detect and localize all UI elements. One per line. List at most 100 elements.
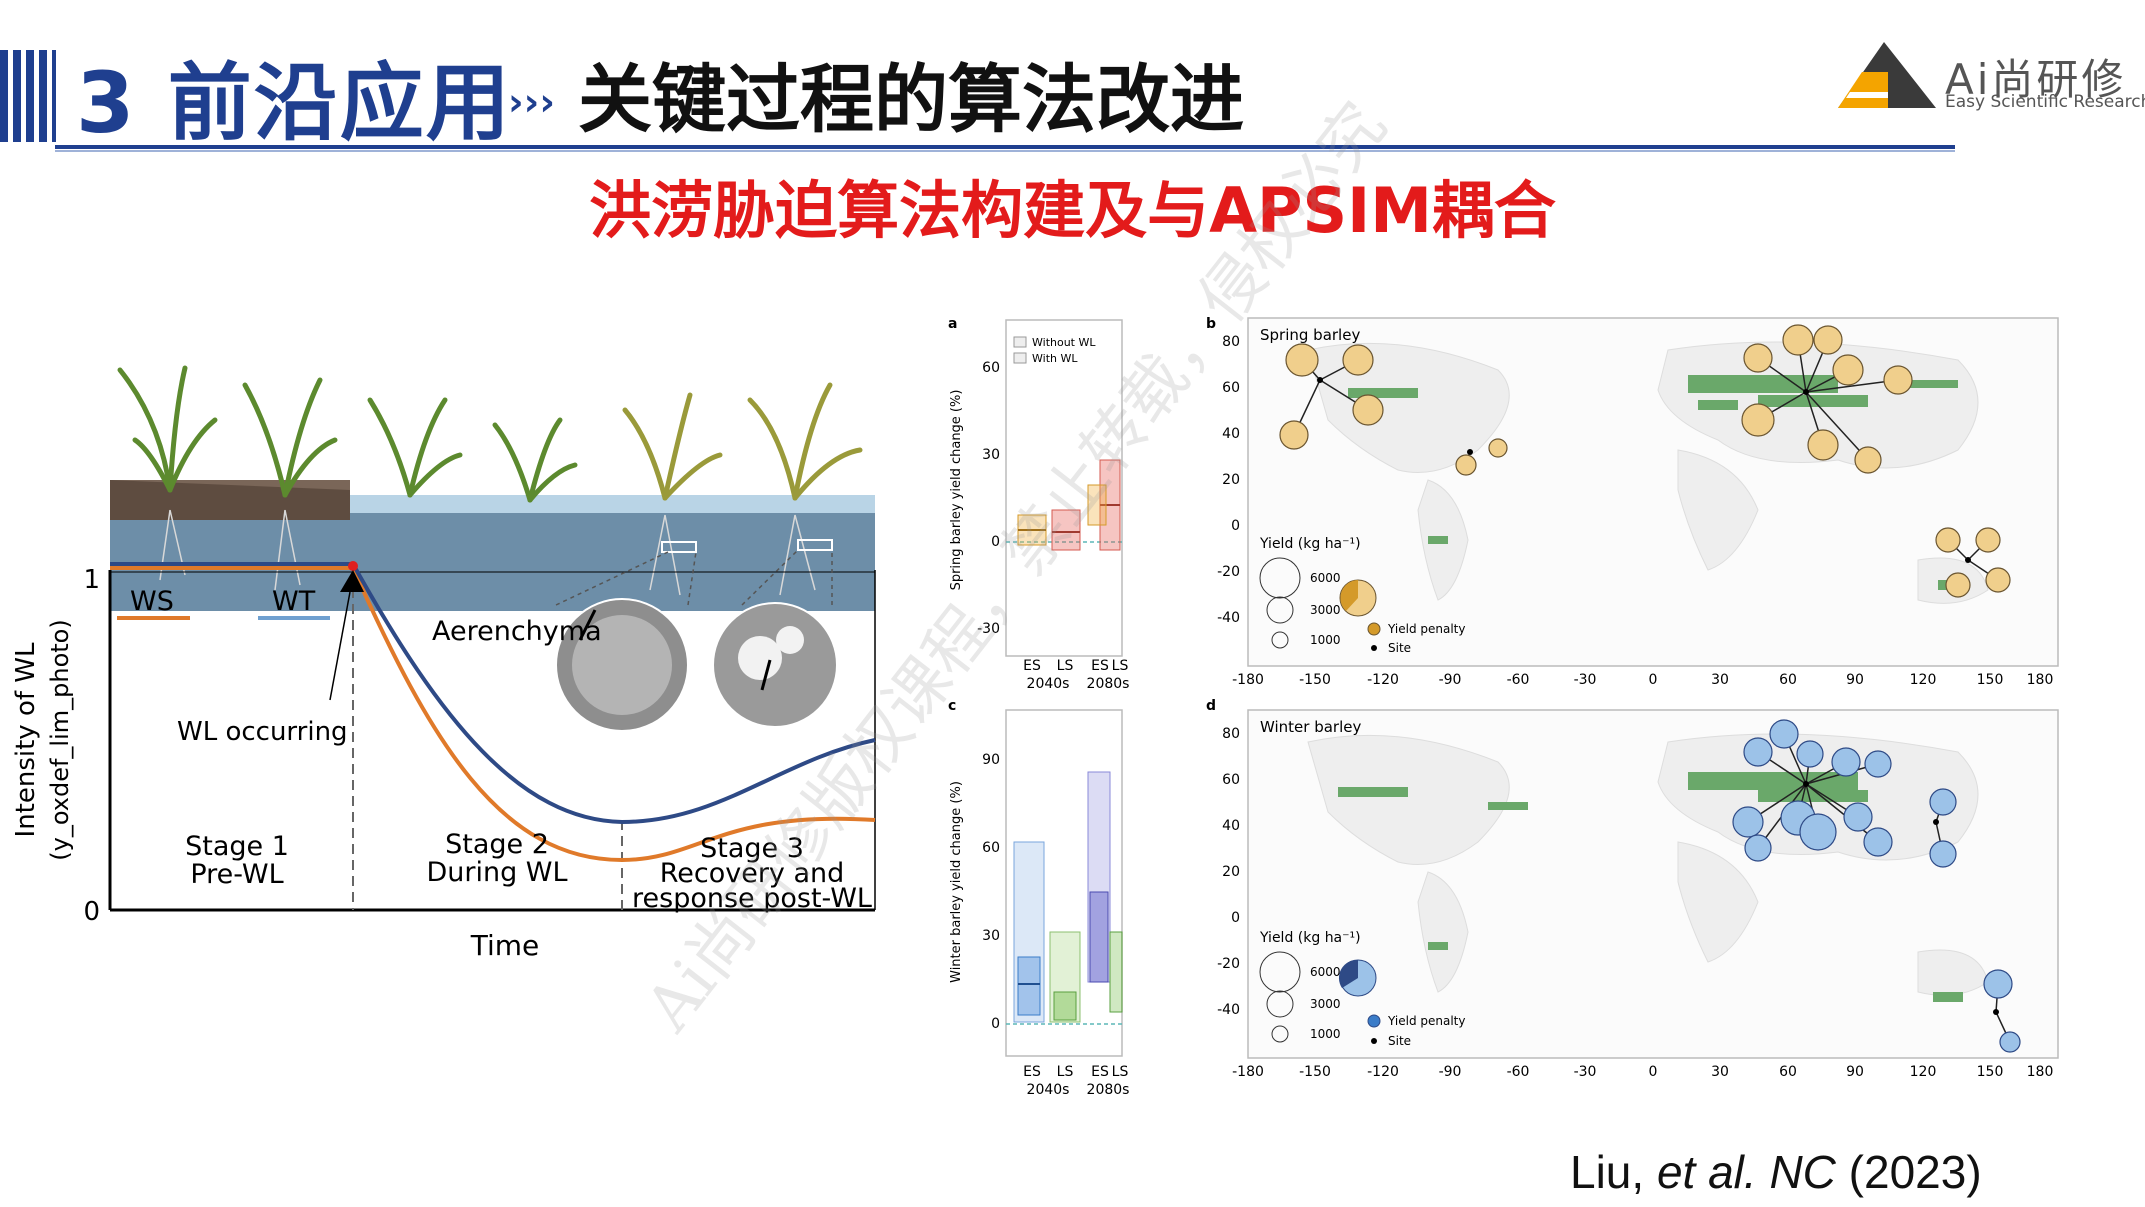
legend-with-wl: With WL xyxy=(1032,352,1078,365)
x-tick: 120 xyxy=(1910,672,1937,688)
logo-name: Ai尚研修 xyxy=(1945,55,2127,104)
y-tick-0: 0 xyxy=(991,1016,1000,1032)
y-tick: 20 xyxy=(1222,864,1240,880)
y-label-2: (y_oxdef_lim_photo) xyxy=(46,619,74,860)
x-tick: 0 xyxy=(1649,1064,1658,1080)
period-2: 2080s xyxy=(1087,676,1130,692)
legend-size-1000: 1000 xyxy=(1310,1027,1341,1041)
header-decor-bars xyxy=(0,50,58,142)
cat-ls-2: LS xyxy=(1112,658,1129,674)
y-tick: 60 xyxy=(1222,380,1240,396)
page-title: 3 前沿应用 xyxy=(76,54,512,152)
box-2040s-ls xyxy=(1051,509,1081,551)
x-tick: 150 xyxy=(1977,672,2004,688)
box-2040s-es-without xyxy=(1013,841,1045,1023)
logo-icon xyxy=(1838,42,1936,108)
panel-letter-b: b xyxy=(1206,316,1216,332)
barley-area xyxy=(1338,772,1963,1002)
y-tick: 0 xyxy=(1231,910,1240,926)
y-label-1: Intensity of WL xyxy=(11,642,41,837)
x-tick: 60 xyxy=(1779,672,1797,688)
legend-penalty: Yield penalty xyxy=(1387,622,1465,636)
x-tick: 30 xyxy=(1711,672,1729,688)
ws-curve xyxy=(110,566,876,863)
stage2-title: Stage 2 xyxy=(445,829,549,860)
x-tick: 60 xyxy=(1779,1064,1797,1080)
y-tick-90: 90 xyxy=(982,752,1000,768)
stage3-desc-1: Recovery and xyxy=(660,858,845,889)
logo-tagline: Easy Scientific Research xyxy=(1945,92,2145,112)
x-tick: 150 xyxy=(1977,1064,2004,1080)
box-2080s-ls xyxy=(1109,931,1123,1013)
x-tick: -90 xyxy=(1439,1064,1462,1080)
y-label: Spring barley yield change (%) xyxy=(949,390,964,591)
legend-title: Yield (kg ha⁻¹) xyxy=(1259,930,1361,946)
citation-year: (2023) xyxy=(1835,1146,1982,1198)
legend-without-wl: Without WL xyxy=(1032,336,1096,349)
slide-heading: 洪涝胁迫算法构建及与APSIM耦合 xyxy=(589,174,1556,247)
y-tick: 20 xyxy=(1222,472,1240,488)
x-tick: -180 xyxy=(1232,1064,1264,1080)
x-tick: -30 xyxy=(1574,1064,1597,1080)
box-2040s-es xyxy=(1017,956,1041,1016)
wl-occurring-label: WL occurring xyxy=(177,717,348,747)
legend-size-6000: 6000 xyxy=(1310,965,1341,979)
x-tick: -30 xyxy=(1574,672,1597,688)
y-tick-60: 60 xyxy=(982,840,1000,856)
waterlogging-concept-figure: 1 0 Intensity of WL (y_oxdef_lim_photo) … xyxy=(11,365,876,962)
x-tick: 120 xyxy=(1910,1064,1937,1080)
header-rule-light xyxy=(55,150,1955,152)
y-tick: 0 xyxy=(1231,518,1240,534)
stage2-desc: During WL xyxy=(426,857,567,888)
x-tick: 180 xyxy=(2027,1064,2054,1080)
cat-es-2: ES xyxy=(1091,1064,1109,1080)
y-tick: 40 xyxy=(1222,818,1240,834)
cat-es-2: ES xyxy=(1091,658,1109,674)
stage1-desc: Pre-WL xyxy=(190,859,283,890)
y-tick: -40 xyxy=(1217,1002,1240,1018)
y-tick: -40 xyxy=(1217,610,1240,626)
x-tick: 180 xyxy=(2027,672,2054,688)
y-tick: -20 xyxy=(1217,956,1240,972)
x-tick: -90 xyxy=(1439,672,1462,688)
stage3-title: Stage 3 xyxy=(700,833,804,864)
legend-size-6000: 6000 xyxy=(1310,571,1341,585)
x-tick: -150 xyxy=(1299,1064,1331,1080)
x-tick: -150 xyxy=(1299,672,1331,688)
y-tick: -20 xyxy=(1217,564,1240,580)
x-tick: -60 xyxy=(1507,672,1530,688)
citation-journal: et al. NC xyxy=(1656,1146,1836,1198)
y-label: Winter barley yield change (%) xyxy=(949,781,964,983)
period-2: 2080s xyxy=(1087,1082,1130,1098)
legend-penalty: Yield penalty xyxy=(1387,1014,1465,1028)
y-tick: 40 xyxy=(1222,426,1240,442)
x-tick: -60 xyxy=(1507,1064,1530,1080)
citation-author: Liu, xyxy=(1570,1146,1657,1198)
y-tick-neg30: -30 xyxy=(977,621,1000,637)
x-tick: 0 xyxy=(1649,672,1658,688)
panel-letter-d: d xyxy=(1206,698,1216,714)
legend-size-3000: 3000 xyxy=(1310,603,1341,617)
legend-ws: WS xyxy=(130,586,174,617)
x-tick: 90 xyxy=(1846,672,1864,688)
legend-wt: WT xyxy=(272,586,316,617)
box-2080s-es xyxy=(1087,484,1107,526)
cat-ls-2: LS xyxy=(1112,1064,1129,1080)
plant-soil-illustration xyxy=(110,365,875,611)
legend-site: Site xyxy=(1388,1034,1411,1048)
site-dots xyxy=(1803,781,1999,1015)
wt-curve xyxy=(110,562,876,825)
x-label: Time xyxy=(470,929,540,962)
cat-es-1: ES xyxy=(1023,658,1041,674)
y-tick-1: 1 xyxy=(83,565,100,595)
legend-title: Yield (kg ha⁻¹) xyxy=(1259,536,1361,552)
page-subtitle: 关键过程的算法改进 xyxy=(578,57,1244,143)
y-tick: 80 xyxy=(1222,726,1240,742)
plot-area xyxy=(1005,319,1123,657)
x-tick: 30 xyxy=(1711,1064,1729,1080)
map-title: Winter barley xyxy=(1260,718,1361,736)
y-tick-0: 0 xyxy=(83,897,100,927)
aerenchyma-label: Aerenchyma xyxy=(432,616,602,647)
wl-onset-marker xyxy=(348,561,358,571)
x-tick: -120 xyxy=(1367,1064,1399,1080)
